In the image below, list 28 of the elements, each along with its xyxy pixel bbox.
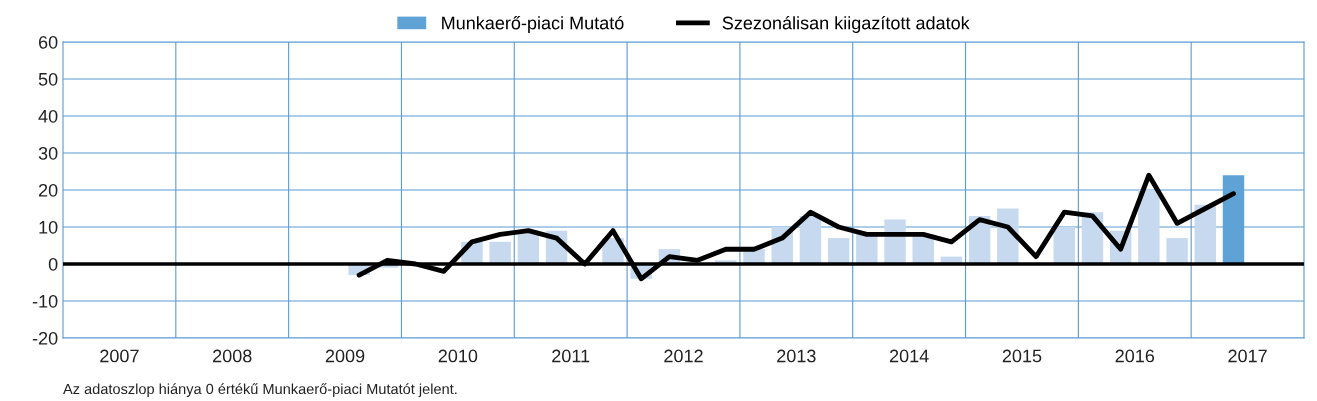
x-tick-label: 2015 bbox=[1002, 349, 1042, 363]
bar bbox=[827, 238, 850, 264]
y-tick-label: 0 bbox=[48, 257, 58, 271]
y-tick-label: 20 bbox=[38, 183, 58, 197]
y-tick-label: 10 bbox=[39, 220, 58, 234]
y-tick-label: 60 bbox=[38, 35, 58, 49]
x-tick-label: 2009 bbox=[325, 349, 365, 363]
x-tick-label: 2008 bbox=[213, 349, 252, 363]
y-tick-label: -20 bbox=[32, 331, 58, 345]
x-tick-label: 2007 bbox=[100, 349, 139, 363]
legend-label: Munkaerő-piaci Mutató bbox=[442, 15, 624, 33]
y-tick-label: -10 bbox=[32, 294, 58, 308]
legend-label: Szezonálisan kiigazított adatok bbox=[722, 15, 970, 33]
x-tick-label: 2011 bbox=[552, 349, 590, 363]
y-tick-label: 40 bbox=[38, 109, 58, 123]
bar bbox=[489, 241, 511, 264]
x-tick-label: 2012 bbox=[664, 349, 703, 363]
x-tick-label: 2017 bbox=[1228, 349, 1267, 363]
bar bbox=[1138, 190, 1160, 264]
y-tick-label: 50 bbox=[38, 72, 58, 86]
y-tick-label: 30 bbox=[38, 146, 58, 160]
x-tick-label: 2016 bbox=[1115, 349, 1155, 363]
x-tick-label: 2013 bbox=[777, 349, 816, 363]
bar bbox=[1166, 238, 1188, 264]
text: Az adatoszlop hiánya 0 értékű Munkaerő-piaci Mutatót jelent. bbox=[63, 383, 457, 397]
bar bbox=[1053, 227, 1075, 264]
x-tick-label: 2014 bbox=[889, 349, 929, 363]
x-tick-label: 2010 bbox=[438, 349, 478, 363]
